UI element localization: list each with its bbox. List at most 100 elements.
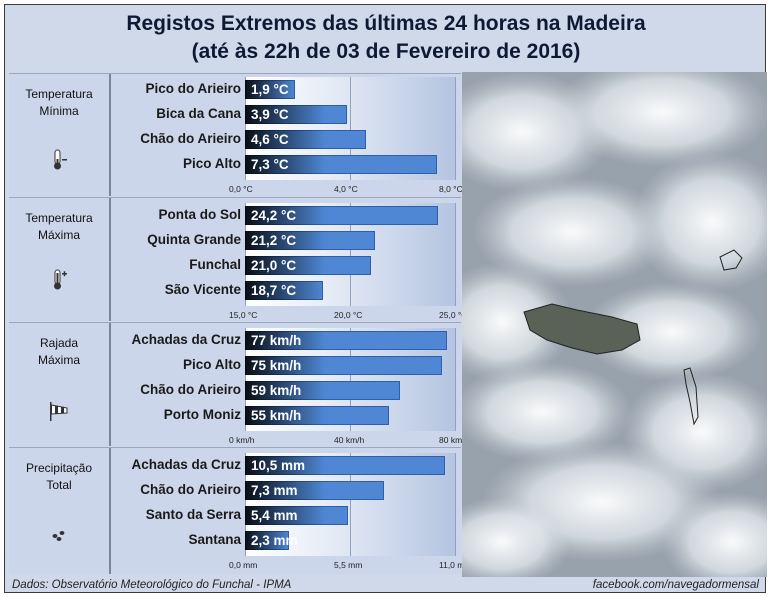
porto-santo-outline (719, 249, 743, 271)
value-label: 75 km/h (251, 358, 302, 373)
category-label: Porto Moniz (163, 407, 241, 422)
panel-label: Precipitação Total (9, 448, 111, 574)
category-label: Santana (188, 532, 241, 547)
value-label: 5,4 mm (251, 508, 298, 523)
category-label: Chão do Arieiro (140, 131, 241, 146)
bar-shadow (245, 506, 325, 525)
value-label: 21,0 °C (251, 258, 297, 273)
gridline (350, 328, 351, 431)
panel-1: Temperatura Mínima 0,0 °C 4,0 °C 8,0 °C Pico … (9, 73, 463, 196)
panel-title: Rajada Máxima (9, 335, 109, 369)
panel-title-line: Temperatura (25, 87, 93, 101)
panel-4: Precipitação Total 0,0 mm 5,5 mm 11,0 mm Acha… (9, 447, 471, 574)
panel-label: Temperatura Mínima (9, 74, 111, 196)
gridline (245, 77, 246, 180)
thermometer-low-icon (47, 148, 71, 172)
tick-label: 0 km/h (229, 435, 255, 445)
gridline (455, 328, 456, 431)
bar-shadow (245, 130, 325, 149)
panel-title: Temperatura Máxima (9, 210, 109, 244)
value-label: 18,7 °C (251, 283, 297, 298)
panel-title-line: Temperatura (25, 211, 93, 225)
value-label: 7,3 °C (251, 157, 289, 172)
gridline (245, 453, 246, 556)
tick-label: 11,0 mm (439, 560, 472, 570)
thermometer-high-icon (47, 268, 71, 292)
panel-title-line: Rajada (39, 336, 79, 350)
infographic-frame: Registos Extremos das últimas 24 horas n… (4, 4, 767, 593)
panel-title-line: Mínima (39, 104, 79, 118)
category-label: Pico do Arieiro (145, 81, 241, 96)
tick-label: 40 km/h (334, 435, 365, 445)
bar-shadow (245, 281, 323, 300)
panel-title-line: Total (46, 478, 72, 492)
chart-area: 0,0 °C 4,0 °C 8,0 °C Pico do Arieiro 1,9 °C B… (111, 74, 463, 196)
gridline (350, 77, 351, 180)
bar-shadow (245, 331, 325, 350)
tick-label: 25,0 °C (439, 310, 468, 320)
bar-shadow (245, 406, 325, 425)
panel-title: Temperatura Mínima (9, 86, 109, 120)
bar-shadow (245, 80, 295, 99)
category-label: Achadas da Cruz (131, 457, 241, 472)
value-label: 24,2 °C (251, 208, 297, 223)
chart-area: 0,0 mm 5,5 mm 11,0 mm Achadas da Cruz 10,5 m… (111, 448, 471, 574)
tick-label: 0,0 °C (229, 184, 253, 194)
panel-title: Precipitação Total (9, 460, 109, 494)
bar-shadow (245, 206, 325, 225)
satellite-image (462, 72, 767, 577)
gridline (245, 328, 246, 431)
category-label: Chão do Arieiro (140, 482, 241, 497)
category-label: Bica da Cana (156, 106, 241, 121)
bar-shadow (245, 531, 289, 550)
title-line1: Registos Extremos das últimas 24 horas n… (126, 12, 646, 35)
value-label: 55 km/h (251, 408, 302, 423)
gridline (455, 203, 456, 306)
raindrops-icon (47, 522, 71, 546)
tick-label: 15,0 °C (229, 310, 258, 320)
bar-shadow (245, 105, 325, 124)
bar-shadow (245, 231, 325, 250)
panel-title-line: Máxima (37, 228, 80, 242)
gridline (350, 453, 351, 556)
panel-label: Rajada Máxima (9, 323, 111, 446)
value-label: 59 km/h (251, 383, 302, 398)
bar-shadow (245, 356, 325, 375)
value-label: 3,9 °C (251, 107, 289, 122)
bar-shadow (245, 481, 325, 500)
category-label: Pico Alto (182, 357, 241, 372)
panel-label: Temperatura Máxima (9, 198, 111, 321)
value-label: 1,9 °C (251, 82, 289, 97)
tick-label: 4,0 °C (334, 184, 358, 194)
tick-label: 20,0 °C (334, 310, 363, 320)
tick-label: 8,0 °C (439, 184, 463, 194)
satellite-clouds (462, 72, 767, 577)
bar-shadow (245, 381, 325, 400)
gridline (245, 203, 246, 306)
category-label: Santo da Serra (145, 507, 241, 522)
value-label: 21,2 °C (251, 233, 297, 248)
category-label: Ponta do Sol (158, 207, 242, 222)
title-line2: (até às 22h de 03 de Fevereiro de 2016) (191, 40, 581, 63)
chart-area: 15,0 °C 20,0 °C 25,0 °C Ponta do Sol 24,2 °C… (111, 198, 467, 321)
panel-title-line: Máxima (37, 353, 80, 367)
panel-title-line: Precipitação (25, 461, 93, 475)
desertas-outline (683, 367, 699, 426)
category-label: Funchal (189, 257, 241, 272)
category-label: São Vicente (164, 282, 241, 297)
source-note: Dados: Observatório Meteorológico do Fun… (12, 579, 292, 591)
value-label: 2,3 mm (251, 533, 298, 548)
category-label: Achadas da Cruz (131, 332, 241, 347)
bar-shadow (245, 456, 325, 475)
value-label: 4,6 °C (251, 132, 289, 147)
chart-area: 0 km/h 40 km/h 80 km/h Achadas da Cruz 77 km… (111, 323, 469, 446)
tick-label: 80 km/h (439, 435, 470, 445)
value-label: 77 km/h (251, 333, 302, 348)
madeira-outline (523, 303, 641, 355)
title: Registos Extremos das últimas 24 horas n… (5, 5, 767, 71)
bar-shadow (245, 256, 325, 275)
panel-2: Temperatura Máxima 15,0 °C 20,0 °C 25,0 °C Po… (9, 197, 467, 321)
bar-shadow (245, 155, 325, 174)
category-label: Pico Alto (182, 156, 241, 171)
gridline (455, 77, 456, 180)
